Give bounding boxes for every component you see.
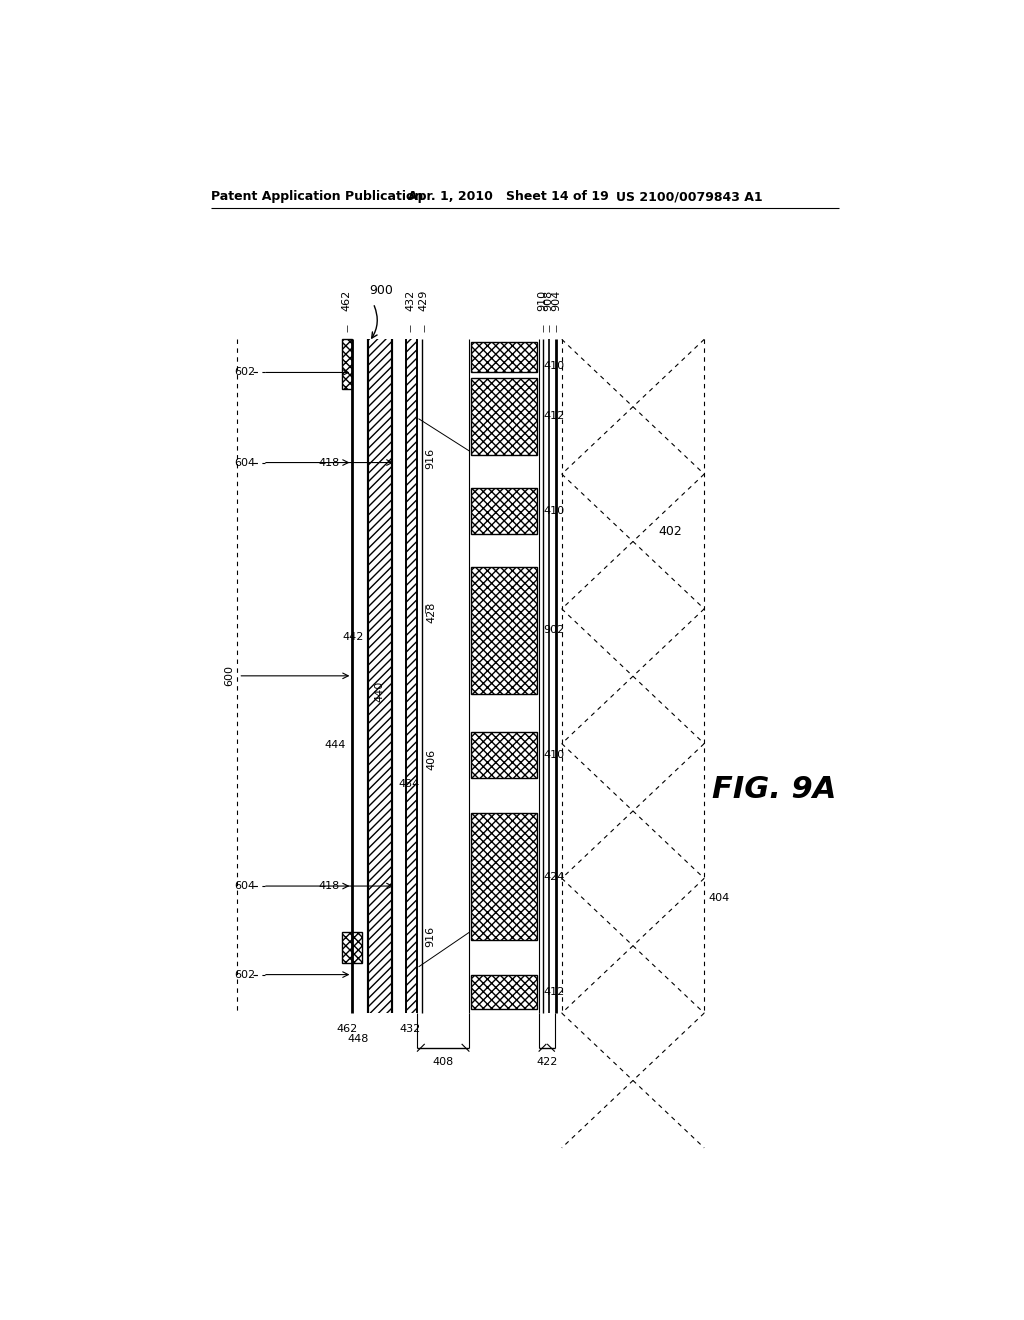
- Bar: [471, 342, 538, 372]
- Text: 410: 410: [544, 362, 564, 371]
- Text: 602: 602: [234, 970, 256, 979]
- Text: 916: 916: [425, 447, 435, 470]
- Text: 462: 462: [336, 1023, 357, 1034]
- Text: FIG. 9A: FIG. 9A: [712, 775, 837, 804]
- Text: 604: 604: [234, 880, 256, 891]
- Text: 908: 908: [544, 289, 554, 312]
- Text: 900: 900: [370, 284, 393, 297]
- Text: Patent Application Publication: Patent Application Publication: [211, 190, 424, 203]
- Bar: [471, 974, 538, 1010]
- Text: 410: 410: [544, 506, 564, 516]
- Bar: [471, 488, 538, 535]
- Text: 462: 462: [342, 289, 352, 312]
- Bar: [407, 339, 417, 1014]
- Text: 410: 410: [544, 750, 564, 760]
- Text: 424: 424: [544, 871, 564, 882]
- Text: 412: 412: [544, 412, 564, 421]
- Text: 408: 408: [432, 1056, 454, 1067]
- Text: 412: 412: [544, 986, 564, 997]
- Text: 600: 600: [224, 665, 234, 686]
- Text: 602: 602: [234, 367, 256, 378]
- Text: 440: 440: [375, 681, 385, 702]
- Bar: [471, 566, 538, 693]
- Text: 406: 406: [426, 748, 436, 770]
- Text: 404: 404: [708, 892, 729, 903]
- Text: 904: 904: [551, 289, 561, 312]
- Text: 604: 604: [234, 458, 256, 467]
- Text: Apr. 1, 2010   Sheet 14 of 19: Apr. 1, 2010 Sheet 14 of 19: [408, 190, 608, 203]
- Text: 428: 428: [426, 602, 436, 623]
- Text: 434: 434: [398, 779, 420, 788]
- Bar: [342, 932, 352, 964]
- Text: 429: 429: [419, 289, 429, 312]
- Text: 432: 432: [406, 289, 415, 312]
- Bar: [342, 339, 352, 389]
- Text: 418: 418: [318, 458, 340, 467]
- Bar: [471, 733, 538, 779]
- Text: 432: 432: [399, 1023, 421, 1034]
- Text: 902: 902: [544, 626, 564, 635]
- Text: 448: 448: [348, 1034, 370, 1044]
- Bar: [471, 378, 538, 455]
- Text: 442: 442: [342, 632, 364, 643]
- Text: 418: 418: [318, 880, 340, 891]
- Bar: [368, 339, 392, 1014]
- Text: 422: 422: [537, 1056, 558, 1067]
- Text: 916: 916: [425, 925, 435, 946]
- Bar: [471, 813, 538, 940]
- Text: 910: 910: [538, 289, 548, 312]
- Text: 402: 402: [658, 525, 682, 539]
- Bar: [352, 932, 361, 964]
- Text: 444: 444: [325, 741, 346, 750]
- Text: US 2100/0079843 A1: US 2100/0079843 A1: [615, 190, 762, 203]
